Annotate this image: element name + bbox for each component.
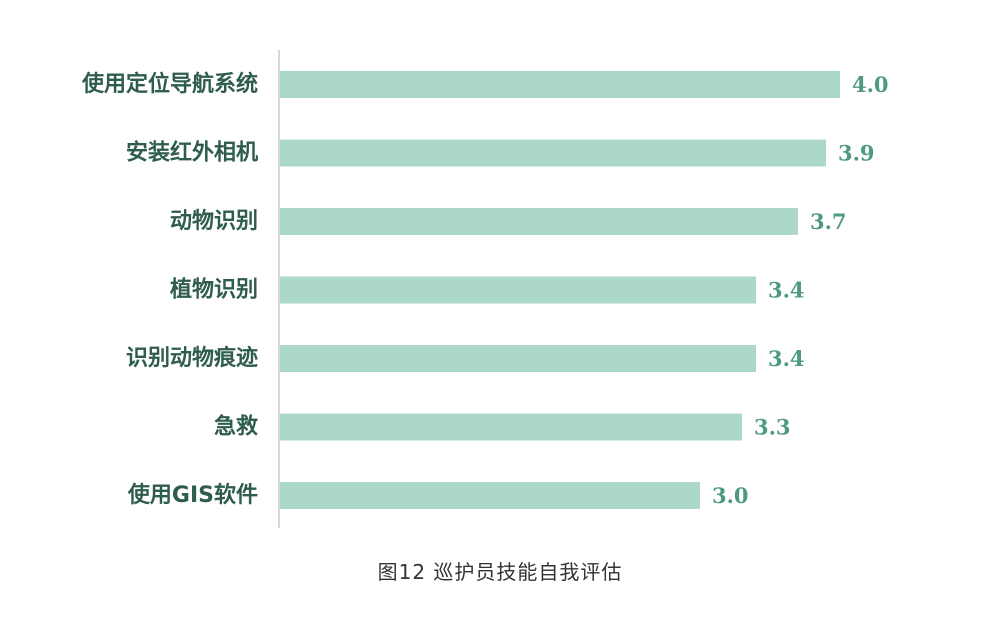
bar-4 — [280, 345, 756, 372]
value-label-3: 3.4 — [768, 278, 805, 303]
category-label-4: 识别动物痕迹 — [126, 345, 258, 371]
figure-caption: 图12 巡护员技能自我评估 — [377, 560, 623, 584]
category-label-3: 植物识别 — [170, 277, 258, 303]
value-label-6: 3.0 — [712, 483, 749, 508]
category-label-0: 使用定位导航系统 — [81, 71, 258, 97]
bar-0 — [280, 71, 840, 98]
value-label-1: 3.9 — [838, 141, 875, 166]
category-label-1: 安装红外相机 — [126, 140, 258, 166]
bar-5 — [280, 413, 742, 441]
value-label-5: 3.3 — [754, 415, 791, 440]
bar-1 — [280, 139, 826, 167]
bar-6 — [280, 482, 700, 509]
category-label-5: 急救 — [214, 414, 258, 440]
category-label-6: 使用GIS软件 — [127, 482, 258, 508]
value-label-2: 3.7 — [810, 209, 847, 234]
value-label-4: 3.4 — [768, 346, 805, 371]
category-label-2: 动物识别 — [170, 208, 258, 234]
bar-2 — [280, 208, 798, 235]
bar-3 — [280, 276, 756, 304]
bar-chart: 使用定位导航系统 4.0 安装红外相机 3.9 动物识别 3.7 植物识别 3.4 识别动物痕迹… — [81, 50, 889, 528]
value-label-0: 4.0 — [852, 72, 889, 97]
